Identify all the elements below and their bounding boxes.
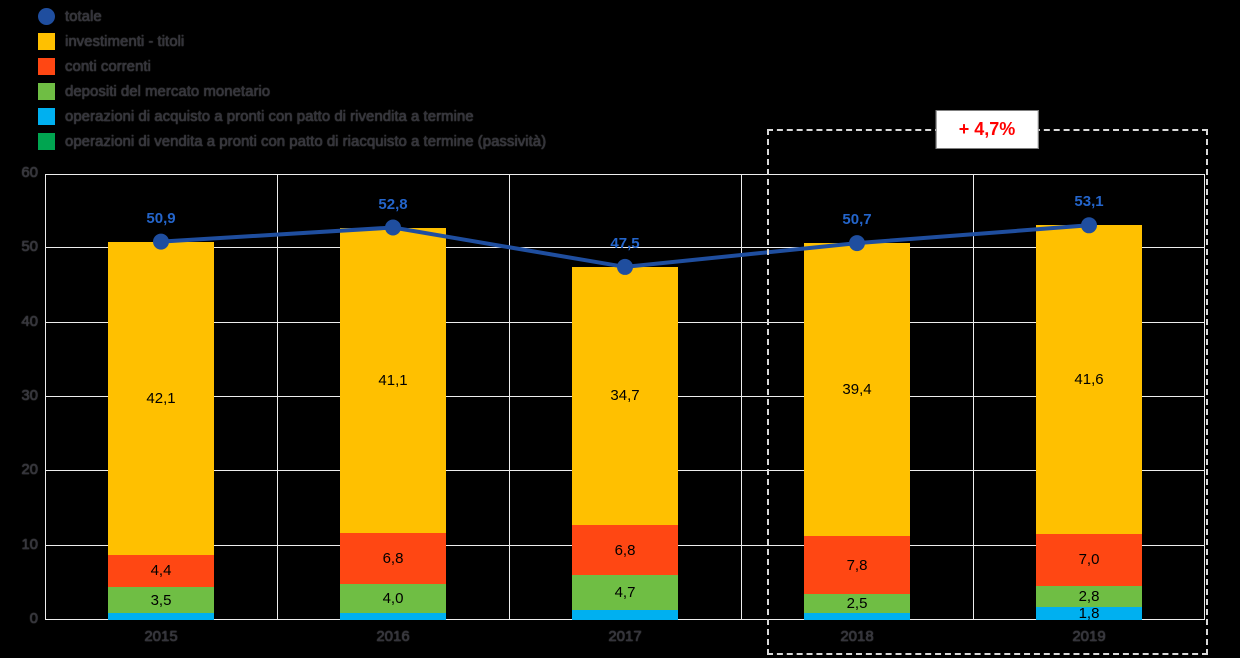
bar-value-label: 4,0 [382, 589, 404, 607]
bar-value-label: 7,0 [1078, 551, 1100, 569]
gridline-vertical [1204, 174, 1205, 620]
bar-segment [572, 610, 678, 620]
bar-value-label: 2,8 [1078, 587, 1100, 605]
legend-item: totale [38, 8, 546, 25]
y-axis-tick-label: 40 [21, 312, 38, 330]
gridline-vertical [509, 174, 510, 620]
legend-item-label: operazioni di acquisto a pronti con patt… [65, 108, 474, 125]
bar-segment [108, 613, 214, 620]
y-axis-tick-label: 0 [29, 610, 38, 627]
legend-item: operazioni di acquisto a pronti con patt… [38, 108, 546, 125]
bar-segment [340, 613, 446, 620]
x-axis-label: 2019 [1072, 628, 1106, 645]
total-line-marker [153, 233, 169, 250]
legend-swatch [38, 58, 55, 75]
legend-marker-circle [38, 8, 55, 25]
bar-segment: 42,1 [108, 241, 214, 555]
bar-value-label: 6,8 [614, 541, 636, 559]
bar-segment: 41,1 [340, 227, 446, 534]
bar-value-label: 42,1 [146, 389, 176, 407]
gridline-vertical [277, 174, 278, 620]
x-axis-label: 2018 [840, 628, 874, 645]
bar-value-label: 34,7 [610, 387, 640, 405]
bar-value-label: 41,6 [1074, 370, 1104, 388]
bar-value-label: 7,8 [846, 556, 868, 574]
gridline-horizontal [45, 174, 1205, 175]
bar-value-label: 39,4 [842, 381, 872, 399]
gridline-vertical [973, 174, 974, 620]
bar-segment: 7,0 [1036, 533, 1142, 586]
total-line-marker [617, 258, 633, 275]
bar-value-label: 41,1 [378, 371, 408, 389]
legend-swatch [38, 133, 55, 150]
legend-item: depositi del mercato monetario [38, 83, 546, 100]
legend-item-label: operazioni di vendita a pronti con patto… [65, 133, 547, 150]
legend-item-label: conti correnti [65, 58, 151, 75]
total-line-marker [849, 235, 865, 252]
total-line-marker [1081, 217, 1097, 234]
bar-value-label: 1,8 [1078, 604, 1100, 622]
y-axis-tick-label: 10 [21, 535, 38, 553]
bar-segment: 1,8 [1036, 604, 1142, 622]
bar-value-label: 6,8 [382, 549, 404, 567]
bar-segment: 34,7 [572, 266, 678, 525]
bar-segment: 2,5 [804, 594, 910, 613]
bar-segment: 6,8 [340, 533, 446, 584]
total-line [153, 217, 1097, 275]
legend-item: conti correnti [38, 58, 546, 75]
total-value-label: 50,9 [146, 209, 176, 227]
legend-item-label: investimenti - titoli [65, 33, 185, 50]
y-axis-tick-label: 60 [21, 164, 38, 181]
bar-segment: 41,6 [1036, 224, 1142, 534]
total-value-label: 53,1 [1074, 193, 1104, 211]
bar-segment [804, 612, 910, 620]
bar-segment: 2,8 [1036, 585, 1142, 607]
total-value-label: 50,7 [842, 211, 872, 229]
annotation-text: + 4,7% [958, 119, 1016, 139]
bar-value-label: 4,4 [150, 562, 172, 580]
legend-item: operazioni di vendita a pronti con patto… [38, 133, 546, 150]
x-axis-label: 2017 [608, 628, 642, 645]
y-axis-tick-label: 30 [21, 387, 38, 404]
total-value-label: 52,8 [378, 195, 408, 213]
highlight-dashed-rect [767, 129, 1208, 655]
legend-swatch [38, 108, 55, 125]
total-line-marker [385, 219, 401, 236]
y-axis-tick-label: 20 [21, 461, 38, 479]
bar-segment: 7,8 [804, 536, 910, 594]
legend-swatch [38, 83, 55, 100]
bar-segment: 6,8 [572, 524, 678, 576]
bar-segment: 4,4 [108, 554, 214, 588]
gridline-horizontal [45, 247, 1205, 249]
gridline-vertical [741, 174, 742, 620]
total-value-label: 47,5 [610, 234, 640, 252]
legend-swatch [38, 33, 55, 50]
x-axis-label: 2016 [376, 628, 410, 645]
gridline-vertical [45, 174, 46, 620]
bar-value-label: 4,7 [614, 584, 636, 602]
x-axis-label: 2015 [144, 628, 178, 645]
legend-item-label: depositi del mercato monetario [65, 83, 271, 100]
bar-segment: 3,5 [108, 587, 214, 614]
bar-segment: 4,0 [340, 583, 446, 614]
bar-segment: 4,7 [572, 575, 678, 611]
bar-value-label: 3,5 [150, 591, 172, 609]
annotation-box: + 4,7% [935, 110, 1039, 149]
chart-legend: totale investimenti - titoli conti corrent… [38, 8, 546, 158]
legend-item-label: totale [65, 8, 102, 25]
bar-segment: 39,4 [804, 243, 910, 537]
y-axis-tick-label: 50 [21, 238, 38, 256]
legend-item: investimenti - titoli [38, 33, 546, 50]
bar-value-label: 2,5 [846, 594, 868, 612]
plot-area: 3,5 4,4 42,1 4,0 6,8 41,1 4,7 6,8 34,7 2,5 7,8 39,4… [45, 174, 1205, 622]
